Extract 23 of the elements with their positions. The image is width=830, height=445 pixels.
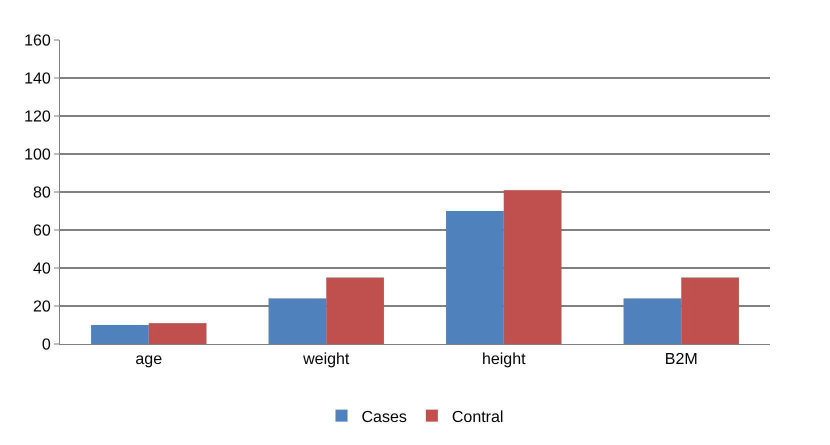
- legend-label: Cases: [362, 408, 407, 426]
- bar: [326, 278, 384, 344]
- bar: [504, 190, 562, 344]
- legend-label: Contral: [452, 408, 504, 426]
- bar: [624, 298, 682, 344]
- y-tick-label: 60: [33, 222, 51, 240]
- bar: [681, 278, 739, 344]
- x-tick-label: B2M: [664, 351, 698, 368]
- y-tick-label: 100: [24, 146, 51, 164]
- y-tick-label: 80: [33, 184, 51, 202]
- x-tick-label: age: [135, 351, 162, 368]
- y-tick-label: 20: [33, 298, 51, 316]
- y-tick-label: 40: [33, 260, 51, 278]
- bar: [268, 298, 326, 344]
- y-tick-label: 140: [24, 70, 51, 88]
- x-tick-label: height: [482, 351, 526, 368]
- x-tick-label: weight: [302, 351, 350, 368]
- bar: [91, 325, 149, 344]
- y-tick-label: 160: [24, 32, 51, 50]
- y-tick-label: 120: [24, 108, 51, 126]
- y-tick-label: 0: [42, 336, 51, 354]
- bar: [148, 323, 206, 344]
- bar: [446, 211, 504, 344]
